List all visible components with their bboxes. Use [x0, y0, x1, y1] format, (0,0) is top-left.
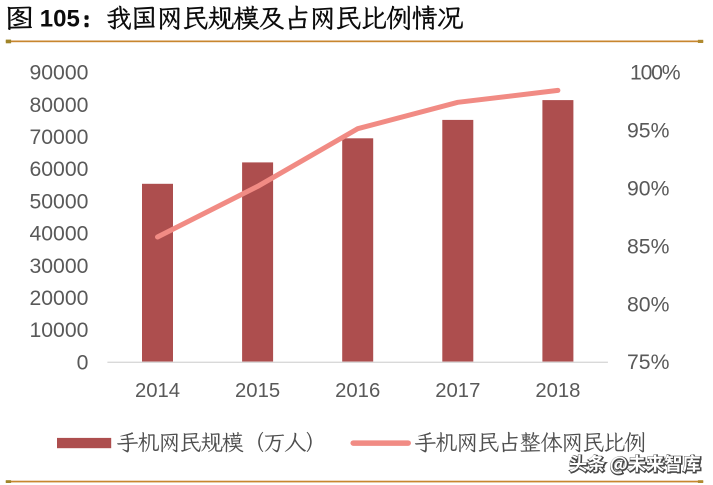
svg-text:2015: 2015 — [235, 380, 280, 402]
svg-text:2018: 2018 — [535, 380, 580, 402]
svg-text:2016: 2016 — [335, 380, 380, 402]
svg-text:105: 105 — [40, 5, 80, 32]
svg-text:40000: 40000 — [29, 223, 88, 246]
svg-text:50000: 50000 — [29, 190, 88, 213]
svg-text:85%: 85% — [627, 235, 670, 258]
svg-text:80000: 80000 — [29, 94, 88, 117]
svg-text:20000: 20000 — [29, 287, 88, 310]
svg-text:90000: 90000 — [29, 62, 88, 85]
svg-text:10000: 10000 — [29, 319, 88, 342]
svg-text:2014: 2014 — [135, 380, 180, 402]
svg-text:80%: 80% — [627, 293, 670, 316]
svg-text:100%: 100% — [630, 62, 681, 85]
svg-text:95%: 95% — [627, 120, 670, 143]
svg-text:0: 0 — [77, 351, 89, 374]
svg-text:60000: 60000 — [29, 158, 88, 181]
svg-text:2017: 2017 — [435, 380, 480, 402]
svg-text:70000: 70000 — [29, 126, 88, 149]
svg-text:30000: 30000 — [29, 255, 88, 278]
svg-text:90%: 90% — [627, 177, 670, 200]
svg-text:75%: 75% — [627, 351, 670, 374]
